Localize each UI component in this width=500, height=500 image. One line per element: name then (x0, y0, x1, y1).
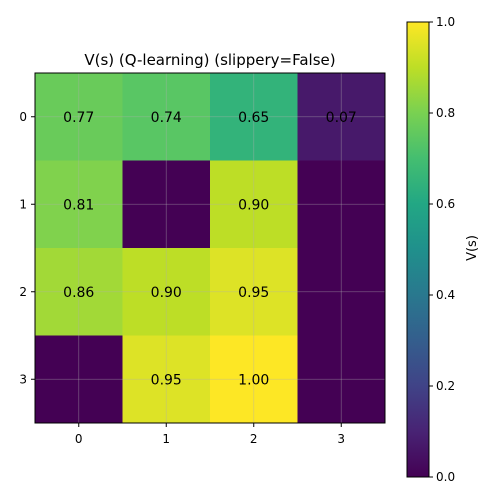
heatmap-cell (35, 160, 123, 249)
x-tick-label: 2 (250, 432, 258, 446)
heatmap-cell (122, 160, 211, 249)
heatmap-frame (34, 72, 386, 424)
y-tick-label: 2 (19, 285, 27, 299)
colorbar-tick-label: 0.2 (436, 379, 455, 393)
x-tick-label: 3 (337, 432, 345, 446)
x-tick-label: 1 (162, 432, 170, 446)
colorbar-tick-label: 0.8 (436, 106, 455, 120)
cell-value-label: 0.07 (326, 110, 357, 126)
heatmap-cell (122, 248, 211, 336)
cell-value-label: 0.65 (238, 110, 269, 126)
colorbar-tick-label: 1.0 (436, 15, 455, 29)
chart-title: V(s) (Q-learning) (slippery=False) (84, 51, 335, 69)
heatmap-cell (210, 73, 298, 161)
heatmap-cell (297, 335, 386, 424)
heatmap-cell (297, 160, 386, 249)
heatmap-cell (35, 335, 123, 424)
heatmap-cell (122, 73, 211, 161)
cell-value-label: 0.81 (63, 197, 94, 213)
heatmap-cell (297, 248, 386, 336)
cell-value-label: 0.77 (63, 110, 94, 126)
cell-value-label: 1.00 (238, 372, 269, 388)
x-tick-label: 0 (75, 432, 83, 446)
cell-value-label: 0.95 (238, 285, 269, 301)
heatmap-cell (210, 248, 298, 336)
colorbar-label: V(s) (465, 235, 480, 261)
cell-value-label: 0.74 (151, 110, 182, 126)
heatmap-cell (297, 73, 386, 161)
heatmap-cell (35, 248, 123, 336)
heatmap-cell (210, 335, 298, 424)
colorbar-tick-label: 0.4 (436, 288, 455, 302)
cell-value-label: 0.95 (151, 372, 182, 388)
y-tick-label: 1 (19, 197, 27, 211)
heatmap-cell (210, 160, 298, 249)
heatmap-cell (35, 73, 123, 161)
colorbar-tick-label: 0.0 (436, 470, 455, 484)
cell-value-label: 0.90 (151, 285, 182, 301)
colorbar-tick-label: 0.6 (436, 197, 455, 211)
heatmap-cell (122, 335, 211, 424)
colorbar (406, 21, 430, 478)
y-tick-label: 3 (19, 372, 27, 386)
cell-value-label: 0.86 (63, 285, 94, 301)
y-tick-label: 0 (19, 110, 27, 124)
cell-value-label: 0.90 (238, 197, 269, 213)
